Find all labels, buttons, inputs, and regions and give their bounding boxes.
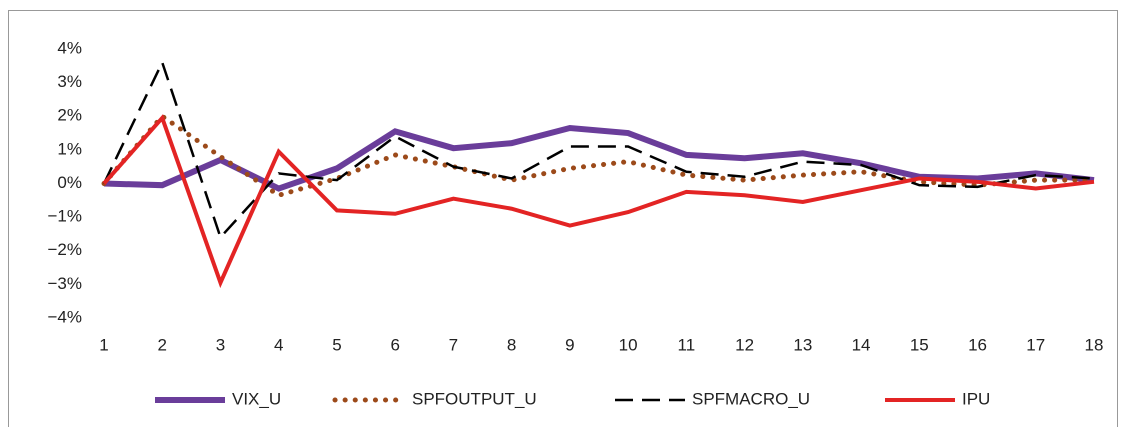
legend-label: SPFOUTPUT_U [412, 389, 537, 408]
x-tick-label: 10 [619, 335, 638, 354]
series-line [102, 59, 1095, 240]
series-line [102, 114, 1095, 289]
x-tick-label: 16 [968, 335, 987, 354]
x-tick-label: 1 [99, 335, 108, 354]
x-tick-label: 12 [735, 335, 754, 354]
y-tick-label: −1% [48, 207, 83, 226]
y-tick-label: −3% [48, 274, 83, 293]
x-tick-label: 7 [449, 335, 458, 354]
y-tick-label: 0% [57, 173, 82, 192]
y-tick-label: 3% [57, 72, 82, 91]
x-tick-label: 13 [793, 335, 812, 354]
legend-label: IPU [962, 389, 990, 408]
y-tick-label: 1% [57, 139, 82, 158]
x-tick-label: 9 [565, 335, 574, 354]
x-tick-label: 14 [852, 335, 871, 354]
y-tick-label: −4% [48, 307, 83, 326]
x-tick-label: 5 [332, 335, 341, 354]
x-tick-label: 6 [390, 335, 399, 354]
legend-label: VIX_U [232, 389, 281, 408]
x-tick-label: 3 [216, 335, 225, 354]
x-tick-label: 11 [678, 335, 696, 354]
x-tick-label: 8 [507, 335, 516, 354]
x-tick-label: 15 [910, 335, 929, 354]
x-tick-label: 4 [274, 335, 283, 354]
legend-label: SPFMACRO_U [692, 389, 810, 408]
chart-frame [8, 10, 1118, 427]
y-tick-label: −2% [48, 240, 83, 259]
x-tick-label: 2 [158, 335, 167, 354]
x-tick-label: 18 [1085, 335, 1104, 354]
x-tick-label: 17 [1026, 335, 1045, 354]
y-tick-label: 4% [57, 38, 82, 57]
y-tick-label: 2% [57, 106, 82, 125]
